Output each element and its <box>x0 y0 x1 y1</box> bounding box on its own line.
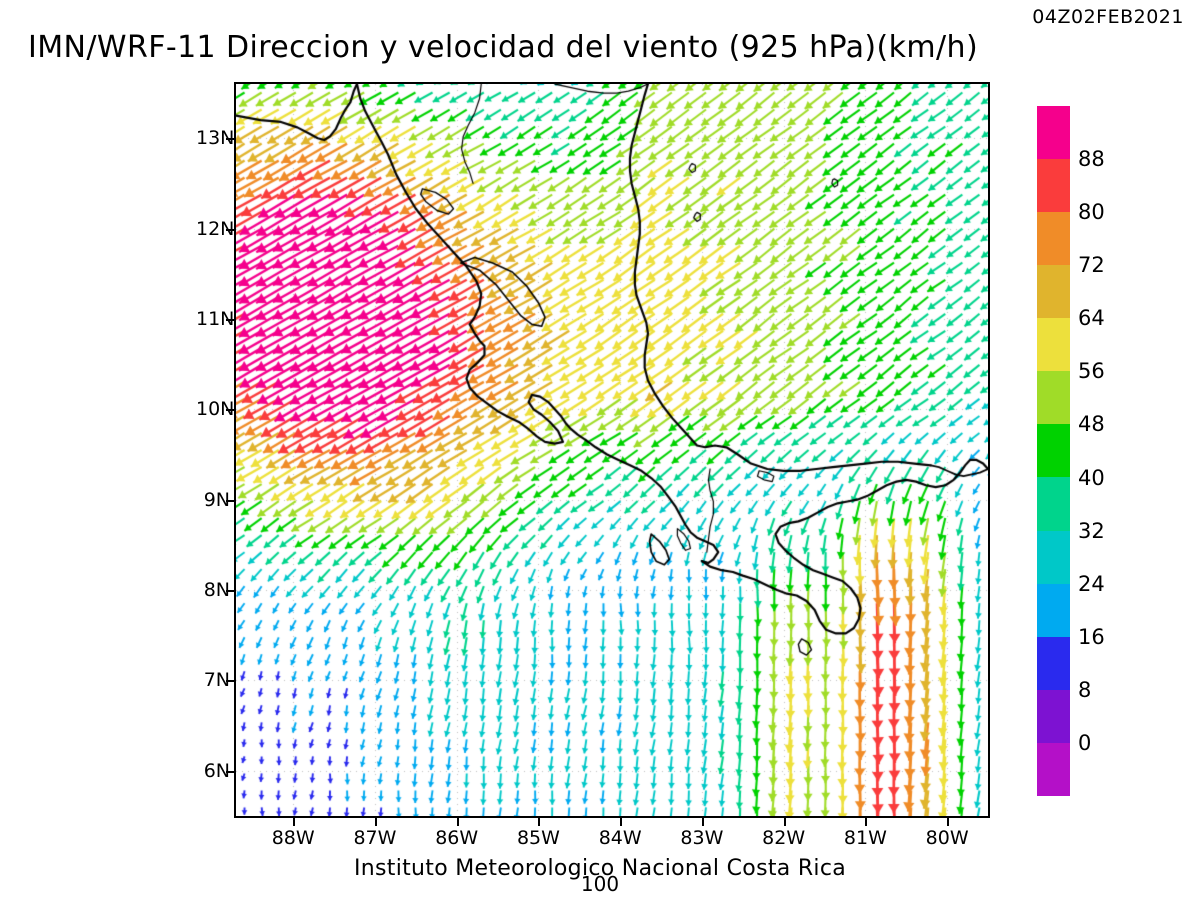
lon-tickmark <box>456 818 459 826</box>
lat-tick-label-8N: 8N <box>203 579 230 602</box>
reference-vector-label: 100 <box>580 872 620 896</box>
lat-tick-label-9N: 9N <box>203 488 230 511</box>
colorbar-tick-0: 0 <box>1078 730 1092 755</box>
lat-tick-label-12N: 12N <box>196 217 235 240</box>
colorbar-band-24-32 <box>1037 530 1070 584</box>
colorbar-tick-56: 56 <box>1078 359 1105 384</box>
lon-tickmark <box>865 818 868 826</box>
colorbar-band-32-40 <box>1037 477 1070 531</box>
map-plot-area[interactable] <box>234 82 990 818</box>
lon-tickmark <box>538 818 541 826</box>
lon-tick-label-83W: 83W <box>680 827 724 849</box>
lon-tick-label-87W: 87W <box>353 827 397 849</box>
colorbar-tick-8: 8 <box>1078 677 1092 702</box>
lat-tick-label-6N: 6N <box>203 759 230 782</box>
lon-tickmark <box>701 818 704 826</box>
lat-tickmark <box>226 590 234 593</box>
lat-tick-label-7N: 7N <box>203 669 230 692</box>
colorbar-band->88 <box>1037 106 1070 160</box>
colorbar-tick-32: 32 <box>1078 518 1105 543</box>
colorbar-band-48-56 <box>1037 371 1070 425</box>
lat-tick-label-10N: 10N <box>196 398 235 421</box>
colorbar-tick-24: 24 <box>1078 571 1105 596</box>
colorbar-tick-80: 80 <box>1078 200 1105 225</box>
colorbar-band-64-72 <box>1037 265 1070 319</box>
colorbar-band-0-8 <box>1037 689 1070 743</box>
colorbar-tick-48: 48 <box>1078 412 1105 437</box>
lon-tick-label-86W: 86W <box>435 827 479 849</box>
lon-tick-label-80W: 80W <box>925 827 969 849</box>
wind-speed-colorbar[interactable] <box>1037 106 1070 796</box>
lon-tickmark <box>947 818 950 826</box>
colorbar-band-16-24 <box>1037 583 1070 637</box>
lon-tickmark <box>620 818 623 826</box>
colorbar-band-<0 <box>1037 742 1070 796</box>
lon-tickmark <box>374 818 377 826</box>
colorbar-tick-72: 72 <box>1078 253 1105 278</box>
lon-tick-label-82W: 82W <box>762 827 806 849</box>
coastline-overlay <box>236 84 988 816</box>
page-title: IMN/WRF-11 Direccion y velocidad del vie… <box>28 30 979 65</box>
colorbar-tick-16: 16 <box>1078 624 1105 649</box>
lat-tickmark <box>226 138 234 141</box>
lat-tickmark <box>226 680 234 683</box>
colorbar-tick-88: 88 <box>1078 147 1105 172</box>
colorbar-tick-64: 64 <box>1078 306 1105 331</box>
lon-tickmark <box>783 818 786 826</box>
lon-tick-label-88W: 88W <box>271 827 315 849</box>
lat-tickmark <box>226 770 234 773</box>
colorbar-band-56-64 <box>1037 318 1070 372</box>
lat-tick-label-11N: 11N <box>196 307 235 330</box>
colorbar-band-80-88 <box>1037 159 1070 213</box>
colorbar-tick-40: 40 <box>1078 465 1105 490</box>
lon-tickmark <box>293 818 296 826</box>
colorbar-band-8-16 <box>1037 636 1070 690</box>
lat-tickmark <box>226 499 234 502</box>
lat-tickmark <box>226 228 234 231</box>
forecast-timestamp: 04Z02FEB2021 <box>1032 6 1184 28</box>
colorbar-band-72-80 <box>1037 212 1070 266</box>
lon-tick-label-84W: 84W <box>598 827 642 849</box>
lat-tick-label-13N: 13N <box>196 127 235 150</box>
lat-tickmark <box>226 409 234 412</box>
institution-credit: Instituto Meteorologico Nacional Costa R… <box>353 856 847 881</box>
lon-tick-label-85W: 85W <box>516 827 560 849</box>
lon-tick-label-81W: 81W <box>843 827 887 849</box>
lat-tickmark <box>226 318 234 321</box>
colorbar-tick-labels: 88 80 72 64 56 48 40 32 24 16 8 0 <box>1078 106 1158 796</box>
colorbar-band-40-48 <box>1037 424 1070 478</box>
